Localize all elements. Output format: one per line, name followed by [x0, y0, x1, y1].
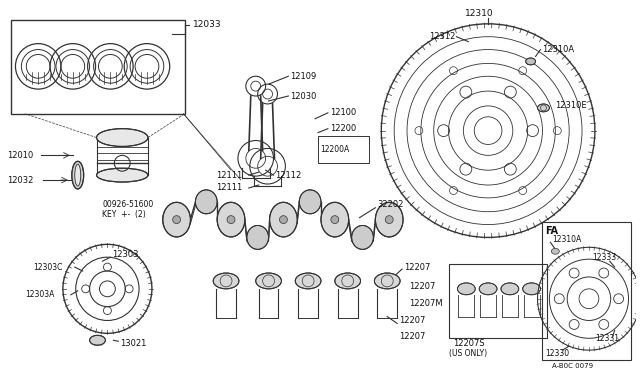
Text: 12207: 12207 — [409, 282, 435, 291]
Text: A-B0C 0079: A-B0C 0079 — [552, 363, 593, 369]
Ellipse shape — [479, 283, 497, 295]
Text: 12303C: 12303C — [33, 263, 63, 272]
Ellipse shape — [351, 225, 373, 249]
Ellipse shape — [523, 283, 541, 295]
Ellipse shape — [163, 202, 191, 237]
Text: 12310A: 12310A — [552, 235, 582, 244]
Text: 12112: 12112 — [275, 171, 301, 180]
Text: 13021: 13021 — [120, 339, 147, 348]
Text: 12207: 12207 — [404, 263, 431, 272]
Ellipse shape — [195, 190, 217, 214]
Text: 12109: 12109 — [291, 72, 317, 81]
Bar — [449, 264, 547, 338]
Text: 12303: 12303 — [113, 250, 139, 259]
Ellipse shape — [72, 161, 84, 189]
Ellipse shape — [458, 283, 476, 295]
Text: 32202: 32202 — [378, 200, 404, 209]
Ellipse shape — [269, 202, 297, 237]
Text: 00926-51600: 00926-51600 — [102, 200, 154, 209]
Text: 12312: 12312 — [429, 32, 455, 41]
Bar — [318, 135, 369, 163]
Ellipse shape — [247, 225, 269, 249]
Ellipse shape — [538, 104, 549, 112]
Ellipse shape — [75, 164, 81, 186]
Text: 12010: 12010 — [8, 151, 34, 160]
Text: KEY  +-  (2): KEY +- (2) — [102, 210, 146, 219]
Text: 12207M: 12207M — [409, 299, 443, 308]
Text: 12207: 12207 — [399, 332, 426, 341]
Text: 12200A: 12200A — [320, 145, 349, 154]
Ellipse shape — [256, 273, 282, 289]
Ellipse shape — [525, 58, 536, 65]
Circle shape — [385, 216, 393, 224]
Text: 12100: 12100 — [330, 108, 356, 117]
Text: 12310A: 12310A — [543, 45, 575, 54]
Circle shape — [280, 216, 287, 224]
Ellipse shape — [552, 248, 559, 254]
Text: 12032: 12032 — [8, 176, 34, 185]
Text: 12111: 12111 — [216, 183, 243, 192]
Ellipse shape — [374, 273, 400, 289]
Ellipse shape — [97, 129, 148, 147]
Ellipse shape — [321, 202, 349, 237]
Text: 12200: 12200 — [330, 124, 356, 133]
Text: 12330: 12330 — [545, 349, 570, 357]
Ellipse shape — [213, 273, 239, 289]
Ellipse shape — [300, 190, 321, 214]
Ellipse shape — [97, 168, 148, 182]
Ellipse shape — [376, 202, 403, 237]
Circle shape — [331, 216, 339, 224]
Text: 12310: 12310 — [465, 9, 494, 19]
Ellipse shape — [335, 273, 360, 289]
Ellipse shape — [295, 273, 321, 289]
Text: 12207S: 12207S — [454, 339, 485, 348]
Text: 12033: 12033 — [193, 20, 222, 29]
Text: 12030: 12030 — [291, 92, 317, 100]
Text: 12310E: 12310E — [556, 102, 587, 110]
Ellipse shape — [501, 283, 519, 295]
Ellipse shape — [217, 202, 245, 237]
Text: 12111: 12111 — [216, 171, 243, 180]
Text: 12331: 12331 — [595, 334, 619, 343]
Text: FA: FA — [545, 227, 559, 237]
Text: 12207: 12207 — [399, 316, 426, 325]
Circle shape — [173, 216, 180, 224]
Text: (US ONLY): (US ONLY) — [449, 349, 486, 357]
Text: 12303A: 12303A — [26, 290, 54, 299]
Ellipse shape — [90, 335, 106, 345]
Text: 12333: 12333 — [592, 253, 616, 262]
Circle shape — [227, 216, 235, 224]
Bar — [543, 222, 632, 360]
Bar — [12, 20, 184, 114]
